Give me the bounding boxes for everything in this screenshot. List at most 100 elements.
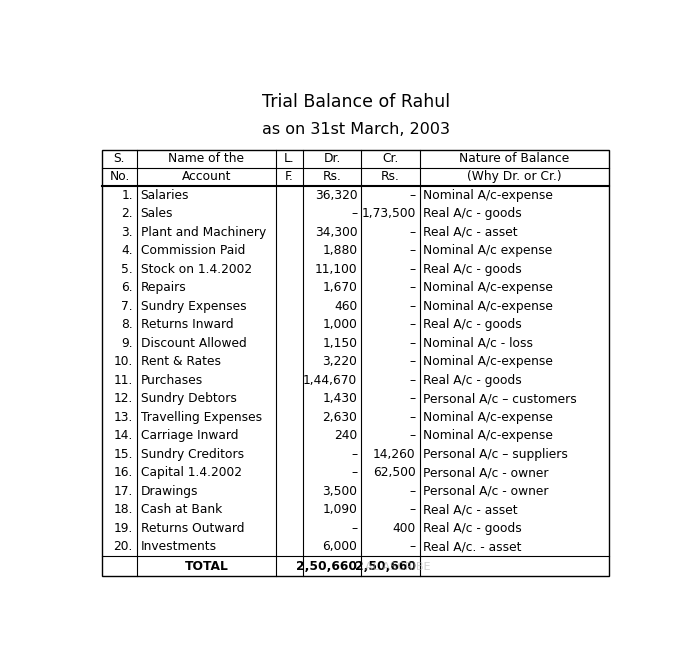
Text: Nominal A/c-expense: Nominal A/c-expense xyxy=(423,429,553,442)
Text: Rs.: Rs. xyxy=(381,170,400,184)
Text: Real A/c. - asset: Real A/c. - asset xyxy=(423,540,522,553)
Text: –: – xyxy=(409,244,416,257)
Text: 18.: 18. xyxy=(113,503,133,517)
Text: as on 31st March, 2003: as on 31st March, 2003 xyxy=(262,122,450,136)
Text: Nature of Balance: Nature of Balance xyxy=(459,153,570,165)
Text: 1,430: 1,430 xyxy=(323,392,357,405)
Text: Returns Outward: Returns Outward xyxy=(141,522,244,535)
Text: Real A/c - goods: Real A/c - goods xyxy=(423,207,522,220)
Text: –: – xyxy=(409,300,416,313)
Text: 1,670: 1,670 xyxy=(323,281,357,294)
Text: 460: 460 xyxy=(334,300,357,313)
Text: –: – xyxy=(409,540,416,553)
Text: 15.: 15. xyxy=(113,447,133,461)
Text: Rent & Rates: Rent & Rates xyxy=(141,355,221,368)
Text: (Why Dr. or Cr.): (Why Dr. or Cr.) xyxy=(467,170,561,184)
Text: –: – xyxy=(351,207,357,220)
Text: –: – xyxy=(409,411,416,424)
Text: 6.: 6. xyxy=(121,281,133,294)
Text: 2,50,660: 2,50,660 xyxy=(296,560,357,572)
Text: L.: L. xyxy=(284,153,295,165)
Text: Sundry Creditors: Sundry Creditors xyxy=(141,447,244,461)
Text: Drawings: Drawings xyxy=(141,485,198,497)
Text: 13.: 13. xyxy=(113,411,133,424)
Text: 240: 240 xyxy=(334,429,357,442)
Text: –: – xyxy=(409,189,416,202)
Text: Cr.: Cr. xyxy=(382,153,398,165)
Text: Returns Inward: Returns Inward xyxy=(141,318,233,331)
Text: S.: S. xyxy=(114,153,125,165)
Text: 34,300: 34,300 xyxy=(315,226,357,239)
Text: 6,000: 6,000 xyxy=(323,540,357,553)
Text: Purchases: Purchases xyxy=(141,374,203,387)
Text: 400: 400 xyxy=(392,522,416,535)
Text: Nominal A/c - loss: Nominal A/c - loss xyxy=(423,337,534,350)
Text: –: – xyxy=(409,281,416,294)
Text: Discount Allowed: Discount Allowed xyxy=(141,337,246,350)
Text: Personal A/c – customers: Personal A/c – customers xyxy=(423,392,577,405)
Text: Sundry Expenses: Sundry Expenses xyxy=(141,300,246,313)
Text: –: – xyxy=(409,429,416,442)
Text: Personal A/c - owner: Personal A/c - owner xyxy=(423,467,549,479)
Text: Travelling Expenses: Travelling Expenses xyxy=(141,411,262,424)
Text: –: – xyxy=(409,226,416,239)
Text: Investments: Investments xyxy=(141,540,217,553)
Text: –: – xyxy=(409,355,416,368)
Text: 16.: 16. xyxy=(113,467,133,479)
Text: Personal A/c – suppliers: Personal A/c – suppliers xyxy=(423,447,568,461)
Text: 1,090: 1,090 xyxy=(323,503,357,517)
Text: 1,880: 1,880 xyxy=(322,244,357,257)
Text: 19.: 19. xyxy=(113,522,133,535)
Text: 20.: 20. xyxy=(113,540,133,553)
Text: Real A/c - goods: Real A/c - goods xyxy=(423,263,522,276)
Text: Real A/c - asset: Real A/c - asset xyxy=(423,503,518,517)
Text: Carriage Inward: Carriage Inward xyxy=(141,429,238,442)
Text: Dr.: Dr. xyxy=(323,153,341,165)
Text: Nominal A/c expense: Nominal A/c expense xyxy=(423,244,552,257)
Text: AL ASCRIBE: AL ASCRIBE xyxy=(365,562,430,572)
Text: 7.: 7. xyxy=(121,300,133,313)
Text: 3,500: 3,500 xyxy=(323,485,357,497)
Text: –: – xyxy=(409,503,416,517)
Text: Name of the: Name of the xyxy=(169,153,244,165)
Text: Nominal A/c-expense: Nominal A/c-expense xyxy=(423,281,553,294)
Text: 3.: 3. xyxy=(121,226,133,239)
Text: Sundry Debtors: Sundry Debtors xyxy=(141,392,237,405)
Text: Commission Paid: Commission Paid xyxy=(141,244,245,257)
Text: TOTAL: TOTAL xyxy=(185,560,228,572)
Text: 1,000: 1,000 xyxy=(323,318,357,331)
Text: 1.: 1. xyxy=(121,189,133,202)
Text: Capital 1.4.2002: Capital 1.4.2002 xyxy=(141,467,242,479)
Text: 3,220: 3,220 xyxy=(323,355,357,368)
Text: Cash at Bank: Cash at Bank xyxy=(141,503,222,517)
Text: Rs.: Rs. xyxy=(323,170,341,184)
Text: Plant and Machinery: Plant and Machinery xyxy=(141,226,266,239)
Text: 1,150: 1,150 xyxy=(323,337,357,350)
Text: 2,50,660: 2,50,660 xyxy=(355,560,416,572)
Text: No.: No. xyxy=(109,170,130,184)
Text: 1,44,670: 1,44,670 xyxy=(303,374,357,387)
Text: –: – xyxy=(409,337,416,350)
Text: 36,320: 36,320 xyxy=(315,189,357,202)
Text: –: – xyxy=(351,467,357,479)
Text: –: – xyxy=(409,374,416,387)
Text: –: – xyxy=(351,522,357,535)
Text: Nominal A/c-expense: Nominal A/c-expense xyxy=(423,189,553,202)
Text: 14.: 14. xyxy=(113,429,133,442)
Text: Nominal A/c-expense: Nominal A/c-expense xyxy=(423,300,553,313)
Text: Sales: Sales xyxy=(141,207,173,220)
Text: Trial Balance of Rahul: Trial Balance of Rahul xyxy=(262,93,450,111)
Text: 10.: 10. xyxy=(113,355,133,368)
Text: Nominal A/c-expense: Nominal A/c-expense xyxy=(423,355,553,368)
Text: 8.: 8. xyxy=(121,318,133,331)
Text: 14,260: 14,260 xyxy=(373,447,416,461)
Text: 9.: 9. xyxy=(121,337,133,350)
Text: 62,500: 62,500 xyxy=(373,467,416,479)
Text: –: – xyxy=(409,485,416,497)
Text: F.: F. xyxy=(285,170,294,184)
Text: Real A/c - goods: Real A/c - goods xyxy=(423,374,522,387)
Text: 17.: 17. xyxy=(113,485,133,497)
Text: Account: Account xyxy=(182,170,231,184)
Text: Stock on 1.4.2002: Stock on 1.4.2002 xyxy=(141,263,252,276)
Text: 5.: 5. xyxy=(121,263,133,276)
